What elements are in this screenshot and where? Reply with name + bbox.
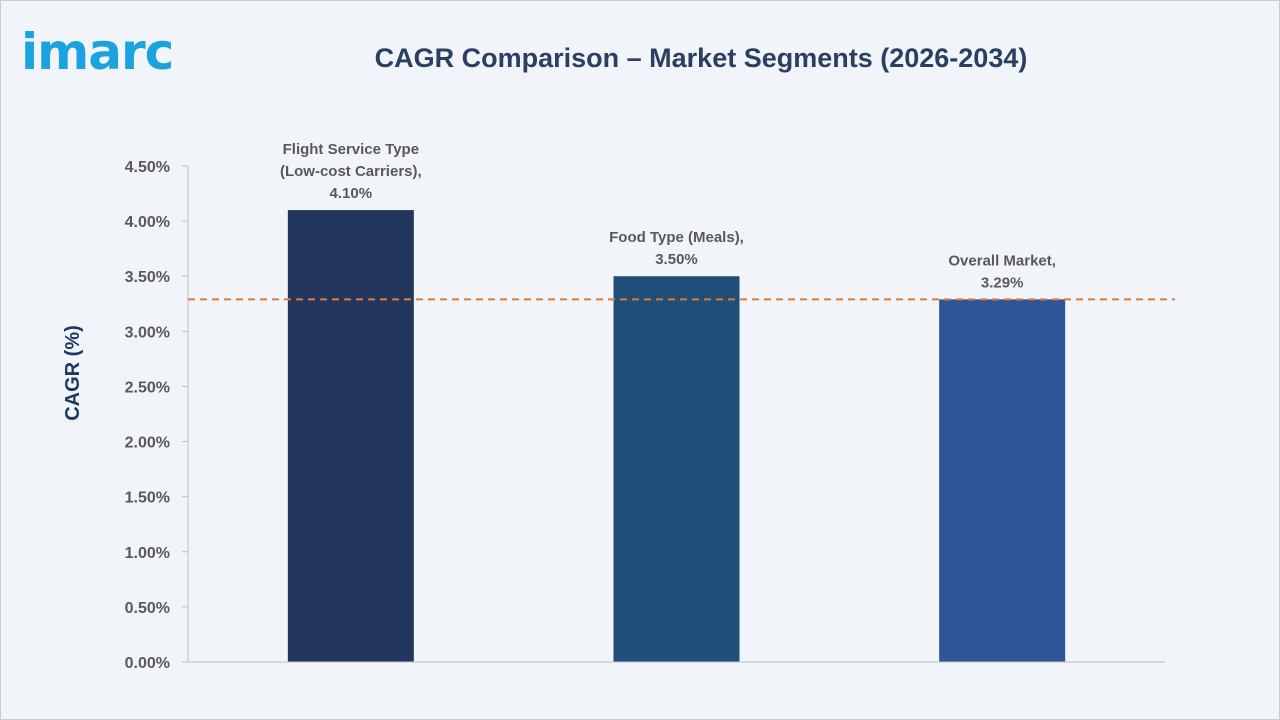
bar — [613, 276, 740, 662]
data-label: 3.29% — [981, 274, 1024, 291]
y-tick-label: 4.50% — [125, 159, 170, 176]
data-label: Flight Service Type — [283, 141, 419, 158]
y-tick-label: 0.00% — [125, 655, 170, 672]
data-label: 3.50% — [655, 251, 698, 268]
data-label: (Low-cost Carriers), — [280, 163, 422, 180]
y-axis-label: CAGR (%) — [62, 325, 84, 421]
data-label: Food Type (Meals), — [609, 229, 744, 246]
y-tick-label: 1.00% — [125, 545, 170, 562]
chart-title: CAGR Comparison – Market Segments (2026-… — [374, 43, 1028, 73]
y-tick-label: 0.50% — [125, 600, 170, 617]
bar — [287, 210, 414, 663]
y-tick-label: 2.50% — [125, 379, 170, 396]
y-tick-label: 1.50% — [125, 490, 170, 507]
y-tick-label: 3.00% — [125, 324, 170, 341]
bar — [939, 299, 1066, 662]
data-label: Overall Market, — [948, 252, 1056, 269]
data-label: 4.10% — [330, 185, 373, 202]
y-tick-label: 4.00% — [125, 214, 170, 231]
y-tick-label: 2.00% — [125, 435, 170, 452]
y-tick-label: 3.50% — [125, 269, 170, 286]
imarc-logo: imarc — [21, 23, 174, 81]
